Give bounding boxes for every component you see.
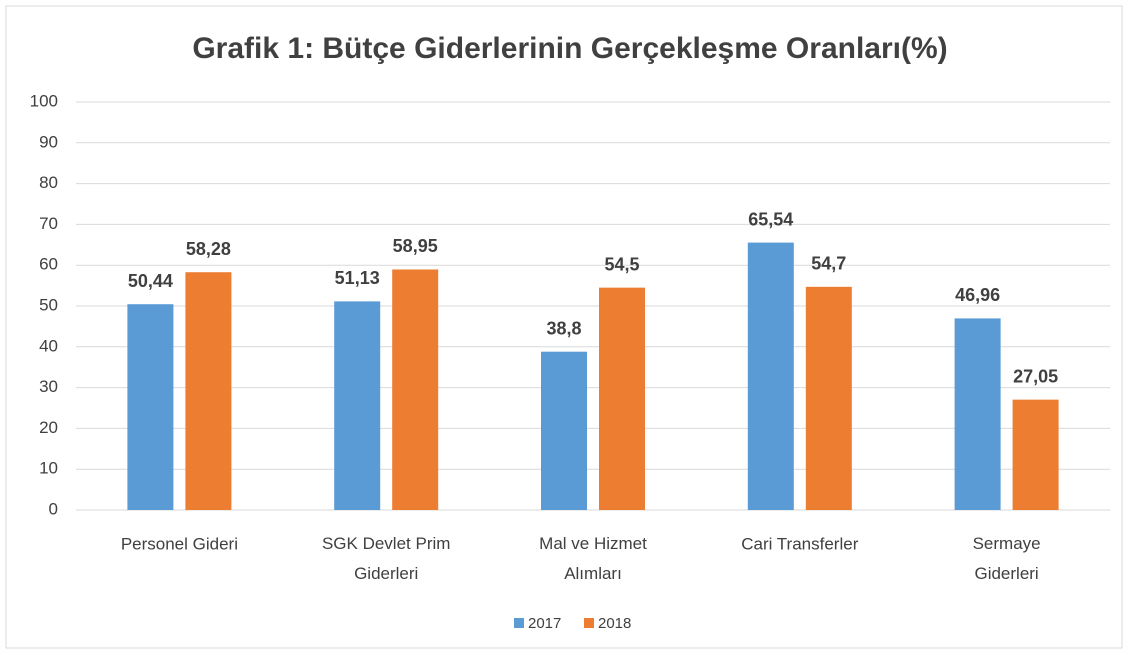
bar [185,272,232,510]
y-tick-label: 60 [39,255,58,274]
legend-swatch [584,618,594,628]
y-tick-label: 10 [39,459,58,478]
bar [747,242,794,510]
x-tick-label: Sermaye Giderleri [973,534,1041,583]
legend-label: 2017 [528,615,561,632]
y-tick-label: 80 [39,173,58,192]
data-label: 51,13 [335,268,380,288]
y-tick-label: 0 [49,499,58,518]
data-label: 58,95 [393,236,438,256]
legend-swatch [514,618,524,628]
data-label: 65,54 [748,209,793,229]
y-tick-label: 100 [30,91,58,110]
bar [541,351,587,510]
bar [334,301,381,510]
data-label: 50,44 [128,271,173,291]
y-tick-label: 70 [39,214,58,233]
bar [599,287,645,510]
chart-title: Grafik 1: Bütçe Giderlerinin Gerçekleşme… [192,32,947,65]
data-label: 58,28 [186,239,231,259]
y-tick-label: 90 [39,132,58,151]
x-tick-label: Cari Transferler [741,534,858,553]
bar [954,318,1001,510]
bar [1012,399,1059,510]
y-tick-label: 20 [39,418,58,437]
bar [805,286,852,510]
data-label: 54,7 [811,254,846,274]
y-tick-label: 30 [39,377,58,396]
bar [392,269,439,510]
data-label: 46,96 [955,285,1000,305]
y-tick-label: 50 [39,295,58,314]
bar [127,304,174,510]
y-tick-label: 40 [39,336,58,355]
legend-label: 2018 [598,615,631,632]
data-label: 27,05 [1013,366,1058,386]
x-tick-label: SGK Devlet Prim Giderleri [322,534,450,583]
x-tick-label: Personel Gideri [121,534,238,553]
x-tick-label: Mal ve Hizmet Alımları [539,534,647,583]
data-label: 38,8 [546,318,581,338]
data-label: 54,5 [604,254,639,274]
